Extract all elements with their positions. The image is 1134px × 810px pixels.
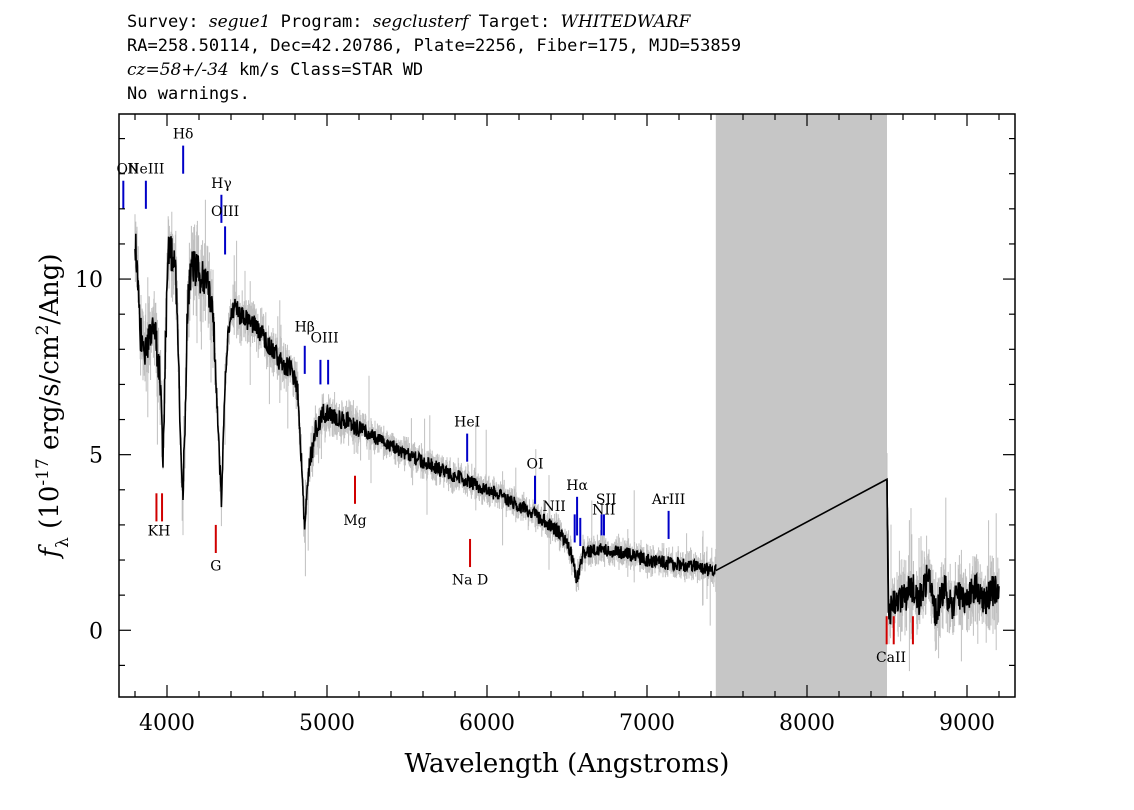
y-tick-label: 10 [75,268,103,293]
line-label-ariii: ArIII [651,492,685,508]
target-value: WHITEDWARF [560,12,691,32]
redshift-line: cz=58+/-34 km/s Class=STAR WD [127,60,424,80]
spectrum-line-red [886,479,1000,626]
y-tick-label: 0 [89,619,103,644]
redshift-value: cz=58+/-34 [127,60,229,80]
line-label-mg: Mg [343,513,366,529]
program-value: segclusterf [372,12,469,32]
line-label-hδ: Hδ [173,127,194,143]
coordinates-line: RA=258.50114, Dec=42.20786, Plate=2256, … [127,36,742,56]
survey-value: segue1 [208,12,271,32]
x-tick-label: 6000 [459,711,515,736]
line-label-na-d: Na D [452,573,488,589]
x-axis-label: Wavelength (Angstroms) [405,749,730,779]
line-label-nii: NII [543,499,566,515]
spectrum-line-blue [134,233,717,584]
line-label-nii: NII [592,502,615,518]
plot-frame [118,113,1016,698]
line-label-oiii: OIII [311,330,339,346]
x-tick-label: 4000 [139,711,195,736]
line-label-oiii: OIII [211,204,239,220]
x-tick-label: 5000 [299,711,355,736]
survey-line: Survey: segue1 Program: segclusterf Targ… [127,12,691,32]
line-label-hα: Hα [566,478,588,494]
x-tick-label: 7000 [619,711,675,736]
line-label-sii: SII [596,492,617,508]
y-axis-label: fλ (10-17 erg/s/cm2/Ang) [33,253,73,559]
line-label-hβ: Hβ [295,320,315,336]
line-label-kh: KH [148,523,171,539]
x-tick-label: 9000 [939,711,995,736]
line-label-caii: CaII [876,650,906,666]
y-tick-label: 5 [89,444,103,469]
x-tick-label: 8000 [779,711,835,736]
warnings-line: No warnings. [127,84,250,104]
line-label-g: G [210,559,221,575]
line-label-neiii: NeIII [127,162,164,178]
line-label-oi: OI [526,457,543,473]
line-label-hei: HeI [454,415,480,431]
masked-region [715,114,887,697]
spectrum-header: Survey: segue1 Program: segclusterf Targ… [127,10,741,106]
line-label-hγ: Hγ [211,176,232,192]
